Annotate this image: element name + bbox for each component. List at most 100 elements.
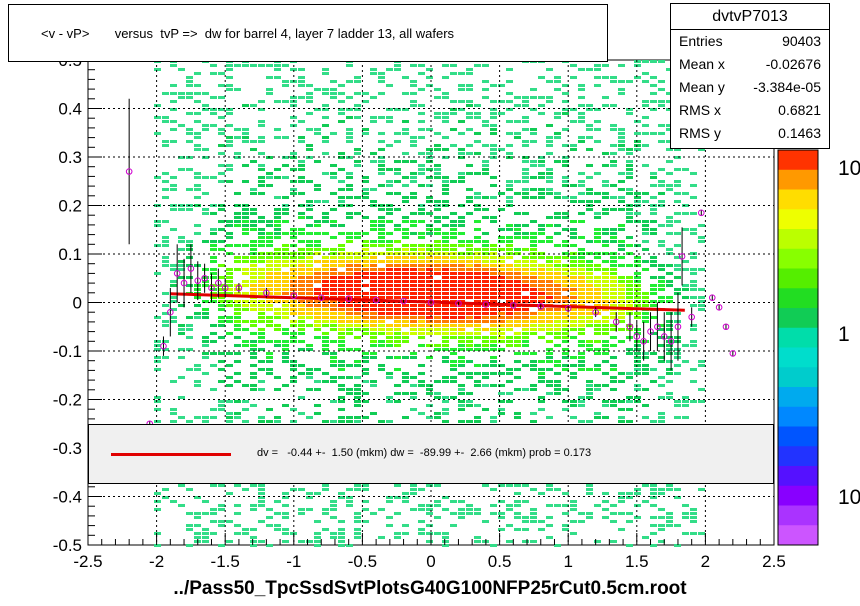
heat-cell <box>666 372 673 375</box>
heat-cell <box>338 300 345 303</box>
heat-cell <box>458 276 465 279</box>
heat-cell <box>426 148 433 151</box>
heat-cell <box>666 108 673 111</box>
heat-cell <box>418 164 425 167</box>
heat-cell <box>458 148 465 151</box>
heat-cell <box>682 360 689 363</box>
heat-cell <box>354 520 361 523</box>
heat-cell <box>690 288 697 291</box>
heat-cell <box>466 264 473 267</box>
heat-cell <box>250 540 257 543</box>
heat-cell <box>506 236 513 239</box>
heat-cell <box>594 76 601 79</box>
heat-cell <box>554 136 561 139</box>
heat-cell <box>346 320 353 323</box>
heat-cell <box>258 236 265 239</box>
heat-cell <box>258 348 265 351</box>
profile-point <box>667 338 675 345</box>
heat-cell <box>226 520 233 523</box>
heat-cell <box>386 168 393 171</box>
heat-cell <box>434 264 441 267</box>
heat-cell <box>322 528 329 531</box>
heat-cell <box>482 216 489 219</box>
heat-cell <box>210 520 217 523</box>
heat-cell <box>154 68 161 71</box>
heat-cell <box>434 348 441 351</box>
heat-cell <box>570 144 577 147</box>
heat-cell <box>234 156 241 159</box>
heat-cell <box>306 348 313 351</box>
heat-cell <box>482 308 489 311</box>
heat-cell <box>650 132 657 135</box>
heat-cell <box>474 140 481 143</box>
heat-cell <box>234 64 241 67</box>
heat-cell <box>210 240 217 243</box>
heat-cell <box>506 120 513 123</box>
heat-cell <box>610 284 617 287</box>
heat-cell <box>666 140 673 143</box>
heat-cell <box>418 256 425 259</box>
heat-cell <box>642 144 649 147</box>
heat-cell <box>506 508 513 511</box>
heat-cell <box>370 328 377 331</box>
heat-cell <box>650 300 657 303</box>
heat-cell <box>530 516 537 519</box>
heat-cell <box>250 208 257 211</box>
heat-cell <box>442 268 449 271</box>
heat-cell <box>618 200 625 203</box>
heat-cell <box>658 104 665 107</box>
heat-cell <box>202 336 209 339</box>
heat-cell <box>154 176 161 179</box>
heat-cell <box>242 384 249 387</box>
heat-cell <box>274 288 281 291</box>
heat-cell <box>418 128 425 131</box>
heat-cell <box>538 492 545 495</box>
heat-cell <box>306 376 313 379</box>
heat-cell <box>466 376 473 379</box>
heat-cell <box>482 348 489 351</box>
heat-cell <box>586 128 593 131</box>
heat-cell <box>298 540 305 543</box>
heat-cell <box>530 508 537 511</box>
heat-cell <box>330 96 337 99</box>
heat-cell <box>274 76 281 79</box>
heat-cell <box>642 228 649 231</box>
heat-cell <box>522 248 529 251</box>
heat-cell <box>298 308 305 311</box>
heat-cell <box>186 316 193 319</box>
heat-cell <box>370 152 377 155</box>
heat-cell <box>522 116 529 119</box>
heat-cell <box>530 296 537 299</box>
heat-cell <box>506 80 513 83</box>
heat-cell <box>426 196 433 199</box>
heat-cell <box>610 124 617 127</box>
heat-cell <box>618 292 625 295</box>
heat-cell <box>442 508 449 511</box>
stats-label: Entries <box>679 33 723 49</box>
heat-cell <box>426 316 433 319</box>
heat-cell <box>346 140 353 143</box>
heat-cell <box>546 328 553 331</box>
heat-cell <box>194 512 201 515</box>
heat-cell <box>274 312 281 315</box>
heat-cell <box>490 384 497 387</box>
profile-point <box>235 284 243 292</box>
heat-cell <box>370 256 377 259</box>
heat-cell <box>354 528 361 531</box>
heat-cell <box>314 304 321 307</box>
heat-cell <box>242 280 249 283</box>
heat-cell <box>538 336 545 339</box>
heat-cell <box>330 376 337 379</box>
heat-cell <box>490 248 497 251</box>
heat-cell <box>274 128 281 131</box>
heat-cell <box>442 256 449 259</box>
heat-cell <box>634 296 641 299</box>
heat-cell <box>690 284 697 287</box>
heat-cell <box>386 120 393 123</box>
heat-cell <box>522 232 529 235</box>
heat-cell <box>578 268 585 271</box>
heat-cell <box>674 544 681 547</box>
heat-cell <box>386 312 393 315</box>
heat-cell <box>522 328 529 331</box>
heat-cell <box>602 240 609 243</box>
